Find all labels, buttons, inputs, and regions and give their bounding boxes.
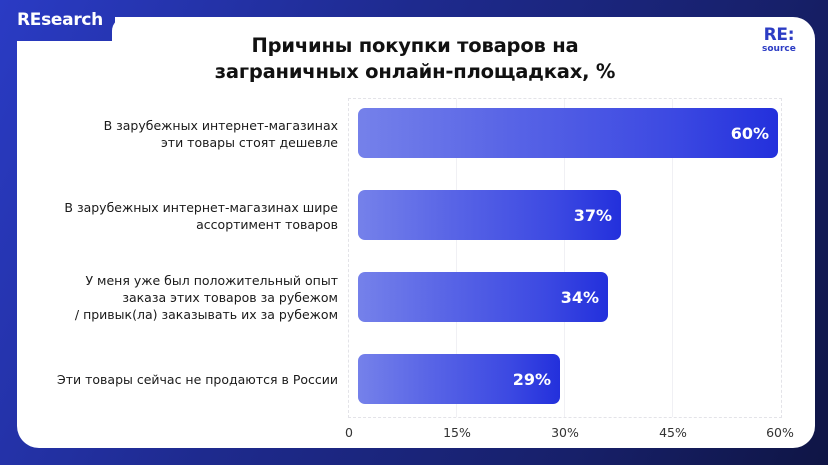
bar-1: 60% [358,108,778,158]
gridline-45 [672,99,673,417]
x-tick-0: 0 [345,425,353,440]
x-tick-15: 15% [443,425,471,440]
bar-value-label: 60% [730,123,769,143]
chart-title: Причины покупки товаров на заграничных о… [214,34,616,83]
resource-logo: RE: source [762,25,796,55]
card-notch-curve [112,17,134,43]
category-label-4: Эти товары сейчас не продаются в России [57,372,338,387]
research-brand-label: REsearch [17,10,103,30]
bar-value-label: 37% [573,205,612,225]
x-tick-30: 30% [551,425,579,440]
category-label-1: В зарубежных интернет-магазинах эти това… [103,118,338,150]
bar-2: 37% [358,190,621,240]
bar-3: 34% [358,272,608,322]
x-tick-60: 60% [766,425,794,440]
gridline-15 [456,99,457,417]
bar-4: 29% [358,354,560,404]
category-label-2: В зарубежных интернет-магазинах шире асс… [64,200,338,232]
card-notch [17,41,127,71]
bar-value-label: 29% [512,369,551,389]
logo-source-text: source [762,44,796,54]
gridline-30 [564,99,565,417]
category-label-3: У меня уже был положительный опыт заказа… [74,273,338,322]
logo-re-text: RE: [763,25,795,45]
plot-area [348,98,782,418]
bar-value-label: 34% [560,287,599,307]
x-tick-45: 45% [659,425,687,440]
